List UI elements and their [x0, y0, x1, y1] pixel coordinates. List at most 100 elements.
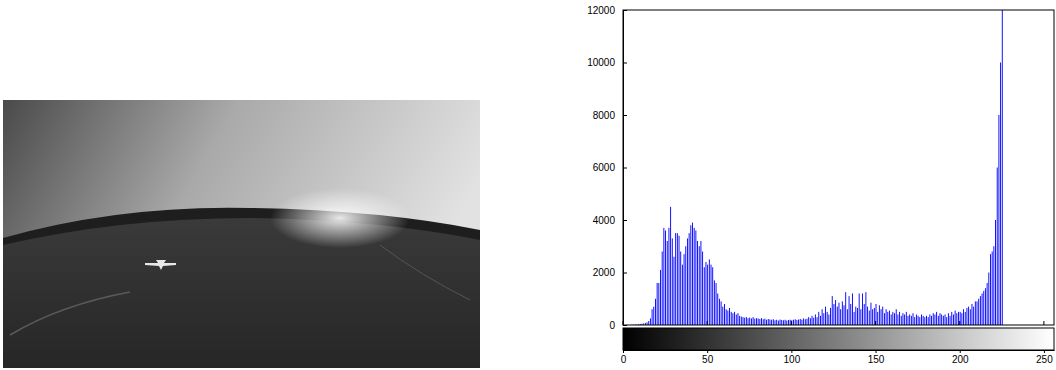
- histogram-bar: [858, 294, 860, 326]
- histogram-bar: [724, 304, 726, 325]
- histogram-bar: [848, 296, 850, 325]
- histogram-bar: [737, 313, 739, 325]
- histogram-bar: [804, 319, 806, 325]
- road: [10, 292, 130, 335]
- histogram-bar: [761, 318, 763, 325]
- histogram-bar: [936, 312, 938, 325]
- histogram-bar: [973, 307, 975, 325]
- x-tick-mark: [1043, 321, 1044, 325]
- histogram-bar: [937, 316, 939, 325]
- histogram-bar: [983, 291, 985, 325]
- ground: [3, 218, 480, 368]
- x-tick-mark: [1044, 350, 1045, 353]
- histogram-bar: [850, 304, 852, 325]
- y-tick-mark: [623, 325, 627, 326]
- histogram-bar: [830, 308, 832, 325]
- histogram-bar: [877, 312, 879, 325]
- x-tick-label: 100: [784, 354, 801, 365]
- y-tick: 6000: [593, 162, 627, 173]
- histogram-bar: [865, 292, 867, 325]
- histogram-bar: [988, 273, 990, 326]
- histogram-bar: [666, 241, 668, 325]
- histogram-bar: [739, 316, 741, 325]
- road: [380, 245, 470, 300]
- histogram-bar: [883, 313, 885, 325]
- histogram-bar: [892, 312, 894, 325]
- y-tick-label: 4000: [593, 215, 616, 226]
- histogram-bar: [905, 312, 907, 325]
- histogram-bar: [863, 304, 865, 325]
- histogram-bar: [784, 320, 786, 325]
- histogram-bar: [808, 317, 810, 325]
- histogram-bar: [821, 309, 823, 325]
- histogram-bar: [939, 313, 941, 325]
- histogram-bar: [794, 319, 796, 325]
- histogram-bar: [870, 303, 872, 325]
- histogram-bar: [729, 308, 731, 325]
- histogram-bar: [686, 238, 688, 325]
- histogram-bar: [673, 257, 675, 325]
- histogram-bar: [818, 312, 820, 325]
- histogram-bar: [868, 311, 870, 325]
- histogram-bar: [931, 316, 933, 325]
- histogram-bar: [1001, 10, 1003, 325]
- histogram-bar: [710, 265, 712, 325]
- bars: [631, 10, 1002, 325]
- histogram-bar: [779, 319, 781, 325]
- histogram-bar: [764, 319, 766, 325]
- x-tick-mark: [791, 321, 792, 325]
- histogram-bar: [915, 315, 917, 326]
- histogram-bar: [984, 288, 986, 325]
- histogram-bar: [971, 304, 973, 325]
- histogram-bar: [749, 318, 751, 325]
- histogram-bar: [823, 313, 825, 325]
- histogram-bar: [956, 313, 958, 325]
- histogram-bar: [872, 309, 874, 325]
- histogram-bar: [851, 294, 853, 326]
- y-tick-mark: [623, 63, 627, 64]
- histogram-bar: [656, 283, 658, 325]
- histogram-bar: [846, 309, 848, 325]
- y-axis: 020004000600080001000012000: [587, 5, 627, 331]
- histogram-bar: [786, 321, 788, 325]
- histogram-bar: [661, 252, 663, 326]
- histogram-bar: [718, 299, 720, 325]
- histogram-bar: [857, 308, 859, 325]
- y-tick: 10000: [587, 57, 627, 68]
- histogram-bar: [917, 316, 919, 325]
- histogram-bar: [690, 225, 692, 325]
- histogram-bar: [951, 312, 953, 325]
- histogram-bar: [968, 307, 970, 325]
- histogram-bar: [675, 233, 677, 325]
- y-tick: 2000: [593, 267, 627, 278]
- histogram-bar: [826, 312, 828, 325]
- histogram-bar: [922, 316, 924, 325]
- histogram-bar: [707, 265, 709, 325]
- y-tick-mark: [623, 220, 627, 221]
- histogram-bar: [742, 317, 744, 325]
- histogram-bar: [912, 313, 914, 325]
- histogram-bar: [934, 315, 936, 326]
- histogram-bar: [772, 319, 774, 325]
- histogram-bar: [910, 316, 912, 325]
- histogram-bar: [708, 259, 710, 325]
- histogram-bar: [875, 304, 877, 325]
- histogram-bar: [963, 309, 965, 325]
- histogram-bar: [880, 309, 882, 325]
- histogram-bar: [680, 252, 682, 326]
- y-tick: 8000: [593, 110, 627, 121]
- x-axis-line: [624, 350, 1055, 351]
- histogram-bar: [813, 318, 815, 325]
- histogram-bar: [717, 294, 719, 326]
- histogram-bar: [665, 231, 667, 326]
- histogram-bar: [978, 299, 980, 325]
- x-tick-mark: [876, 350, 877, 353]
- x-tick-label: 50: [702, 354, 714, 365]
- histogram-bar: [730, 312, 732, 325]
- sun-glow: [270, 188, 410, 248]
- histogram-bar: [909, 315, 911, 326]
- histogram-bar: [867, 307, 869, 325]
- histogram-bar: [974, 301, 976, 325]
- histogram-bar: [941, 315, 943, 326]
- histogram-bar: [732, 313, 734, 325]
